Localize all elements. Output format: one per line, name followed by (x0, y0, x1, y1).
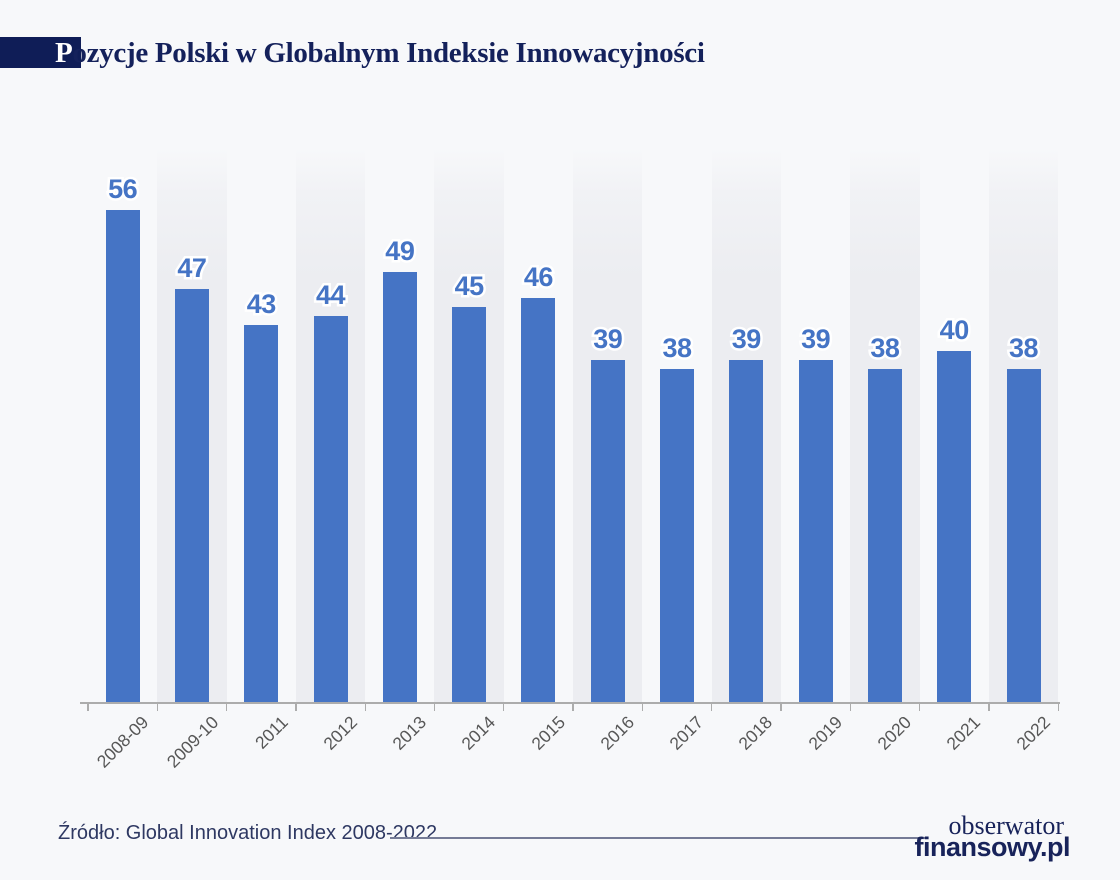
bar-value-label: 39 39 (591, 323, 626, 355)
x-axis-label: 2021 (942, 712, 985, 754)
chart-column: 38 38 2020 (849, 148, 920, 754)
axis-tick (918, 703, 921, 711)
bar-value-label: 43 43 (244, 288, 279, 320)
axis-tick (988, 703, 990, 711)
bar-value-label: 39 39 (799, 323, 834, 355)
axis-tick (1057, 703, 1059, 711)
x-axis-label: 2013 (388, 712, 430, 754)
page-title: Pozycje Polski w Globalnym Indeksie Inno… (55, 38, 705, 69)
axis-tick (433, 703, 436, 711)
axis-tick (780, 703, 782, 711)
bar (798, 359, 833, 703)
logo-finansowy-text: finansowy.pl (914, 832, 1070, 862)
axis-tick (156, 703, 158, 711)
x-axis-line (80, 702, 1060, 704)
chart-column: 43 43 2011 (225, 148, 296, 753)
logo: obserwator finansowy.pl (914, 811, 1070, 862)
chart-column: 49 49 2013 (364, 148, 434, 754)
x-axis-label: 2019 (804, 712, 846, 754)
x-axis-label: 2014 (457, 712, 500, 754)
chart-column: 39 39 2016 (572, 148, 643, 754)
x-axis-label: 2020 (873, 712, 916, 754)
x-axis-label: 2022 (1011, 712, 1054, 754)
bar (867, 368, 902, 703)
bar-value-label: 38 38 (660, 332, 695, 364)
title-text: ozycje Polski w Globalnym Indeksie Innow… (72, 37, 705, 69)
x-axis-label: 2011 (250, 712, 292, 753)
x-axis-label: 2009-10 (162, 712, 223, 772)
bar (590, 359, 625, 703)
chart-column: 38 38 2022 (988, 148, 1059, 754)
chart-column: 40 40 2021 (918, 148, 989, 754)
chart-column: 38 38 2017 (641, 148, 711, 754)
bar (937, 351, 972, 703)
bar (105, 210, 140, 703)
chart-column: 39 39 2018 (710, 148, 782, 754)
bar-value-label: 40 40 (937, 314, 972, 346)
bar (660, 368, 695, 703)
bar-value-label: 38 38 (1006, 332, 1041, 364)
bar-value-label: 44 44 (314, 279, 349, 311)
bar-value-label: 46 46 (521, 261, 556, 293)
x-axis-label: 2018 (734, 712, 777, 754)
footer-divider (390, 837, 925, 839)
bar-value-label: 45 45 (452, 270, 487, 302)
bar-value-label: 49 49 (383, 235, 418, 267)
axis-tick (710, 703, 713, 711)
bar (452, 307, 487, 703)
x-axis-label: 2017 (665, 712, 708, 754)
source-text: Źródło: Global Innovation Index 2008-202… (58, 822, 438, 844)
bar (729, 359, 764, 703)
bar-value-label: 56 56 (106, 173, 141, 205)
chart-column: 47 47 2009-10 (156, 148, 227, 772)
bar (382, 271, 417, 703)
axis-tick (364, 703, 366, 711)
bar-value-label: 39 39 (729, 323, 764, 355)
chart-column: 44 44 2012 (295, 148, 366, 754)
axis-tick (295, 703, 297, 711)
chart-column: 56 56 2008-09 (87, 148, 157, 772)
x-axis-label: 2016 (596, 712, 638, 754)
axis-tick (503, 703, 505, 711)
x-axis-label: 2015 (526, 712, 569, 754)
axis-tick (849, 703, 851, 711)
bar (1006, 368, 1041, 703)
axis-tick (641, 703, 644, 711)
bar-chart: 56 56 2008-09 47 47 2009-10 43 43 2011 44 44 2012 49… (87, 148, 1059, 772)
bar (244, 324, 279, 703)
axis-tick (572, 703, 574, 711)
title-drop-cap: P (55, 37, 73, 69)
logo-obserwator-text: obserwator (948, 811, 1064, 840)
bar (521, 298, 556, 703)
x-axis-label: 2008-09 (93, 712, 153, 772)
axis-tick (87, 703, 89, 711)
chart-column: 45 45 2014 (433, 148, 505, 754)
bar (174, 289, 209, 703)
chart-column: 46 46 2015 (503, 148, 573, 754)
bar-value-label: 38 38 (868, 332, 903, 364)
axis-tick (225, 703, 228, 711)
title-highlight-block (0, 37, 81, 68)
bar (313, 315, 348, 703)
bar-value-label: 47 47 (175, 252, 210, 284)
chart-column: 39 39 2019 (780, 148, 850, 754)
x-axis-label: 2012 (319, 712, 361, 754)
